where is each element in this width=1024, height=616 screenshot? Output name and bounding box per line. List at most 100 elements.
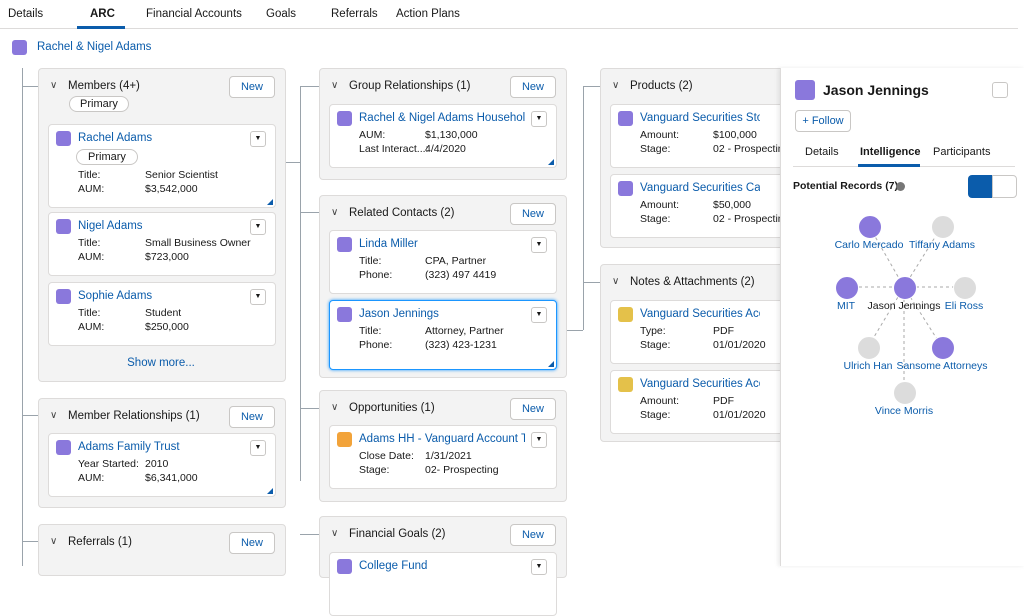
new-button[interactable]: New bbox=[510, 398, 556, 420]
record-card bbox=[48, 124, 276, 208]
field-label: Last Interact...: bbox=[359, 143, 429, 155]
graph-view-button[interactable] bbox=[968, 175, 992, 198]
record-icon bbox=[337, 111, 352, 126]
record-tab[interactable]: Intelligence bbox=[860, 146, 921, 158]
badge: Primary bbox=[69, 96, 129, 112]
record-card bbox=[610, 104, 792, 168]
graph-node-label[interactable]: Sansome Attorneys bbox=[896, 360, 988, 372]
record-icon bbox=[56, 131, 71, 146]
tag-view-button[interactable] bbox=[992, 175, 1017, 198]
tab[interactable]: Action Plans bbox=[396, 8, 460, 20]
show-more[interactable]: Show more... bbox=[127, 357, 195, 369]
field-label: Title: bbox=[78, 169, 101, 181]
tab[interactable]: Goals bbox=[266, 8, 297, 20]
tab[interactable]: Referrals bbox=[331, 8, 378, 20]
record-menu[interactable]: ▼ bbox=[250, 440, 266, 456]
field-value: 02 - Prospecting bbox=[713, 143, 790, 155]
record-tab[interactable]: Participants bbox=[933, 146, 991, 158]
graph-node-label[interactable]: Tiffany Adams bbox=[909, 239, 975, 251]
field-value: $1,130,000 bbox=[425, 129, 478, 141]
record-name[interactable]: Linda Miller bbox=[359, 238, 418, 250]
chevron: ∨ bbox=[612, 80, 620, 91]
panel-title: Related Contacts (2) bbox=[349, 207, 455, 219]
graph-node-label[interactable]: Eli Ross bbox=[944, 300, 984, 312]
connector bbox=[300, 408, 319, 409]
connector bbox=[300, 86, 301, 480]
record-name[interactable]: Vanguard Securities Cash bbox=[640, 182, 760, 194]
record-name[interactable]: Nigel Adams bbox=[78, 220, 143, 232]
record-card bbox=[48, 433, 276, 497]
record-card bbox=[610, 174, 792, 238]
graph-node[interactable] bbox=[893, 381, 917, 405]
field-label: Stage: bbox=[640, 339, 671, 351]
new-button[interactable]: New bbox=[229, 76, 275, 98]
active-tab-underline bbox=[77, 26, 125, 29]
graph-node-label[interactable]: Carlo Mercado bbox=[834, 239, 904, 251]
graph-node-label[interactable]: Jason Jennings bbox=[867, 300, 941, 312]
field-label: Type: bbox=[640, 325, 666, 337]
connector bbox=[22, 541, 38, 542]
graph-node[interactable] bbox=[893, 276, 917, 300]
new-button[interactable]: New bbox=[510, 203, 556, 225]
record-card bbox=[610, 370, 792, 434]
record-menu[interactable]: ▼ bbox=[531, 111, 547, 127]
tab[interactable]: Details bbox=[8, 8, 44, 20]
record-menu[interactable]: ▼ bbox=[531, 237, 547, 253]
connector bbox=[300, 480, 301, 481]
record-icon bbox=[337, 307, 352, 322]
record-menu[interactable]: ▼ bbox=[250, 131, 266, 147]
new-button[interactable]: New bbox=[510, 76, 556, 98]
panel-title: Opportunities (1) bbox=[349, 402, 435, 414]
graph-node[interactable] bbox=[931, 215, 955, 239]
field-label: Stage: bbox=[640, 409, 671, 421]
graph-node[interactable] bbox=[835, 276, 859, 300]
new-button[interactable]: New bbox=[229, 406, 275, 428]
field-label: Title: bbox=[359, 255, 382, 267]
record-name[interactable]: Vanguard Securities Stocks bbox=[640, 112, 760, 124]
record-action[interactable] bbox=[992, 82, 1008, 98]
graph-node-label[interactable]: Ulrich Han bbox=[843, 360, 893, 372]
record-menu[interactable]: ▼ bbox=[531, 432, 547, 448]
record-name[interactable]: Rachel & Nigel Adams Household bbox=[359, 112, 525, 124]
breadcrumb[interactable]: Rachel & Nigel Adams bbox=[37, 41, 152, 53]
record-menu[interactable]: ▼ bbox=[531, 307, 547, 323]
record-card bbox=[48, 282, 276, 346]
record-title: Jason Jennings bbox=[823, 82, 929, 98]
field-value: $100,000 bbox=[713, 129, 757, 141]
record-name[interactable]: Vanguard Securities Account bbox=[640, 378, 760, 390]
record-name[interactable]: Rachel Adams bbox=[78, 132, 153, 144]
record-name[interactable]: Sophie Adams bbox=[78, 290, 153, 302]
record-menu[interactable]: ▼ bbox=[250, 289, 266, 305]
field-value: 02 - Prospecting bbox=[713, 213, 790, 225]
tab[interactable]: ARC bbox=[90, 8, 115, 20]
record-menu[interactable]: ▼ bbox=[250, 219, 266, 235]
chevron: ∨ bbox=[50, 410, 58, 421]
graph-node[interactable] bbox=[931, 336, 955, 360]
new-button[interactable]: New bbox=[229, 532, 275, 554]
field-value: Small Business Owner bbox=[145, 237, 251, 249]
corner-flag bbox=[548, 159, 554, 165]
tab[interactable]: Financial Accounts bbox=[146, 8, 242, 20]
connector bbox=[583, 86, 600, 87]
record-name[interactable]: Adams Family Trust bbox=[78, 441, 180, 453]
field-value: Student bbox=[145, 307, 182, 319]
graph-node[interactable] bbox=[857, 336, 881, 360]
graph-node-label[interactable]: Vince Morris bbox=[874, 405, 934, 417]
breadcrumb-icon bbox=[12, 40, 27, 55]
field-value: 4/4/2020 bbox=[425, 143, 466, 155]
record-name[interactable]: Adams HH - Vanguard Account Tra... bbox=[359, 433, 525, 445]
info-icon bbox=[896, 182, 905, 191]
record-name[interactable]: Jason Jennings bbox=[359, 308, 439, 320]
graph-node[interactable] bbox=[858, 215, 882, 239]
graph-node-label[interactable]: MIT bbox=[836, 300, 856, 312]
record-card bbox=[329, 230, 557, 294]
record-card bbox=[610, 300, 792, 364]
graph-links bbox=[846, 225, 964, 392]
new-button[interactable]: New bbox=[510, 524, 556, 546]
graph-node[interactable] bbox=[953, 276, 977, 300]
record-icon bbox=[337, 432, 352, 447]
record-tab[interactable]: Details bbox=[805, 146, 839, 158]
record-icon bbox=[56, 440, 71, 455]
record-name[interactable]: Vanguard Securities Account bbox=[640, 308, 760, 320]
follow-button[interactable]: + Follow bbox=[795, 110, 851, 132]
